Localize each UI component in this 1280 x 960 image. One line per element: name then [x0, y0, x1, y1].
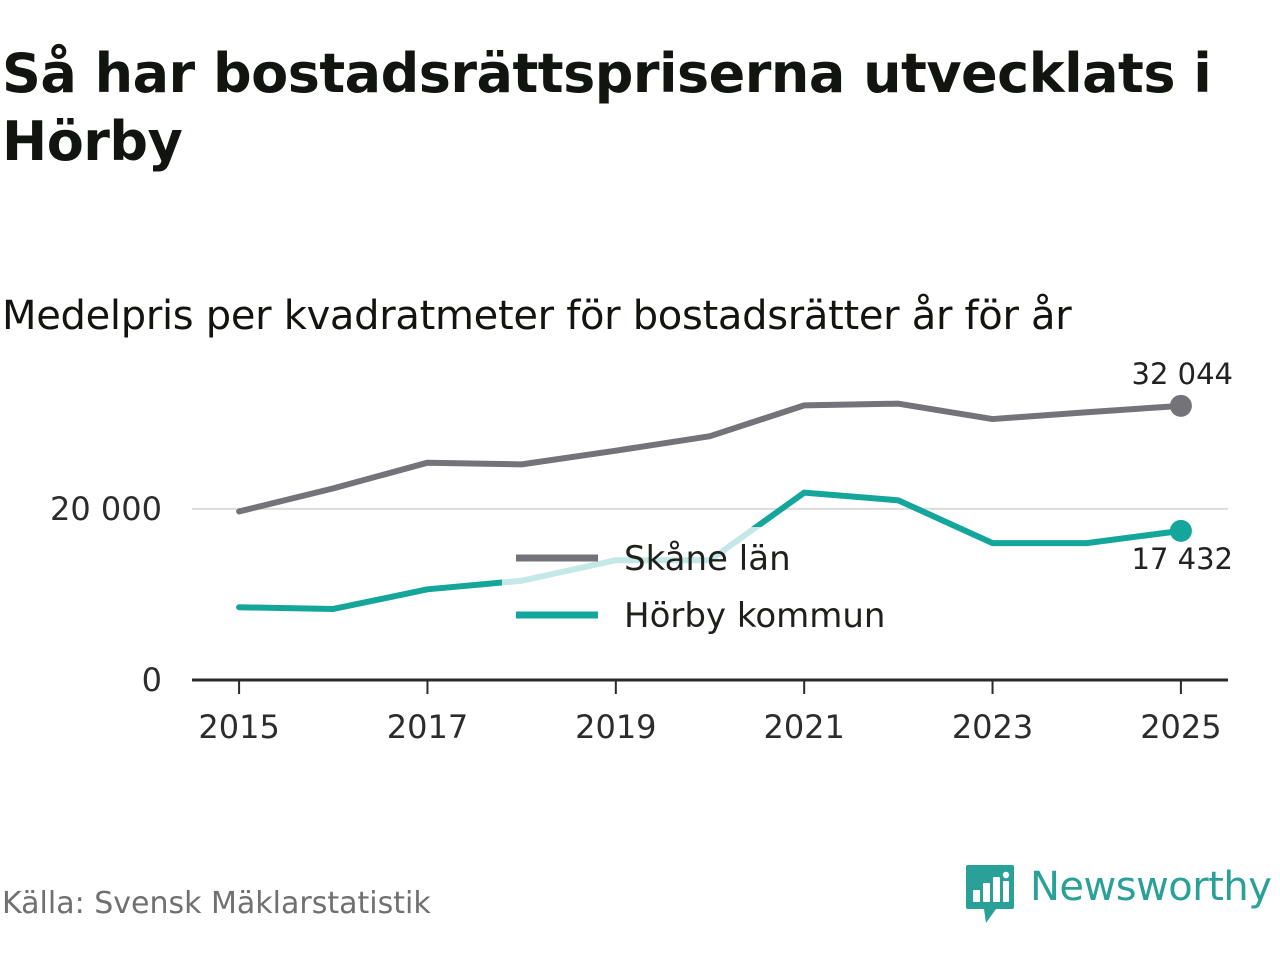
x-tick-label: 2017 — [387, 708, 468, 746]
legend-label: Skåne län — [624, 539, 791, 579]
brand-name: Newsworthy — [1030, 864, 1272, 910]
x-tick-label: 2019 — [575, 708, 656, 746]
series-end-label: 17 432 — [1132, 542, 1233, 576]
x-tick-label: 2025 — [1140, 708, 1221, 746]
x-tick-label: 2023 — [952, 708, 1033, 746]
x-tick-label: 2015 — [198, 708, 279, 746]
newsworthy-logo-icon — [966, 865, 1014, 923]
y-tick-label: 20 000 — [50, 490, 162, 528]
legend-label: Hörby kommun — [624, 596, 885, 636]
legend: Skåne län Hörby kommun — [516, 539, 885, 636]
source-note: Källa: Svensk Mäklarstatistik — [2, 886, 431, 921]
chart-title: Så har bostadsrättspriserna utvecklats i… — [2, 42, 1212, 173]
x-tick-label: 2021 — [763, 708, 844, 746]
chart-subtitle: Medelpris per kvadratmeter för bostadsrä… — [2, 293, 1072, 339]
series-end-marker — [1169, 394, 1192, 417]
line-chart: Skåne län Hörby kommun 0 20 000 2015 2017 201… — [50, 357, 1233, 746]
series-line-skane-lan — [236, 400, 1184, 515]
data-labels: 32 044 17 432 — [1132, 357, 1233, 576]
axes: 0 20 000 2015 2017 2019 2021 2023 2025 — [50, 490, 1228, 746]
y-tick-label: 0 — [142, 661, 162, 699]
series-end-marker — [1169, 519, 1192, 542]
brand-logo: Newsworthy — [964, 862, 1272, 926]
series-end-label: 32 044 — [1132, 357, 1233, 391]
